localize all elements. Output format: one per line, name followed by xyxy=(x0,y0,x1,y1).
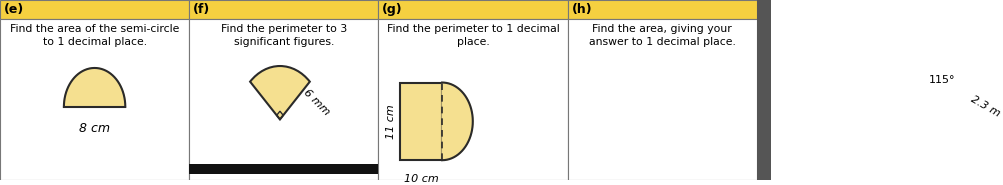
Bar xyxy=(189,164,378,174)
Text: 115°: 115° xyxy=(928,75,955,85)
Wedge shape xyxy=(250,66,310,120)
Bar xyxy=(567,19,756,180)
Bar xyxy=(378,0,567,19)
Text: (f): (f) xyxy=(193,3,210,16)
Text: Find the perimeter to 3
significant figures.: Find the perimeter to 3 significant figu… xyxy=(221,24,347,48)
Bar xyxy=(0,19,189,180)
Text: 6 mm: 6 mm xyxy=(301,88,331,118)
Bar xyxy=(0,0,189,19)
Bar xyxy=(756,0,770,180)
Text: (g): (g) xyxy=(382,3,402,16)
Polygon shape xyxy=(64,68,125,107)
Text: (e): (e) xyxy=(4,3,24,16)
Text: 8 cm: 8 cm xyxy=(79,122,110,135)
Bar xyxy=(399,83,441,160)
Bar xyxy=(567,0,756,19)
Bar xyxy=(378,19,567,180)
Bar xyxy=(189,19,378,180)
Text: (h): (h) xyxy=(571,3,592,16)
Polygon shape xyxy=(441,83,472,160)
Text: 2.3 m: 2.3 m xyxy=(968,94,1001,119)
Text: 11 cm: 11 cm xyxy=(385,104,395,139)
Bar xyxy=(189,0,378,19)
Text: 10 cm: 10 cm xyxy=(403,174,438,184)
Text: Find the area of the semi-circle
to 1 decimal place.: Find the area of the semi-circle to 1 de… xyxy=(10,24,180,48)
Text: Find the area, giving your
answer to 1 decimal place.: Find the area, giving your answer to 1 d… xyxy=(588,24,735,48)
Wedge shape xyxy=(912,56,979,107)
Text: Find the perimeter to 1 decimal
place.: Find the perimeter to 1 decimal place. xyxy=(386,24,559,48)
